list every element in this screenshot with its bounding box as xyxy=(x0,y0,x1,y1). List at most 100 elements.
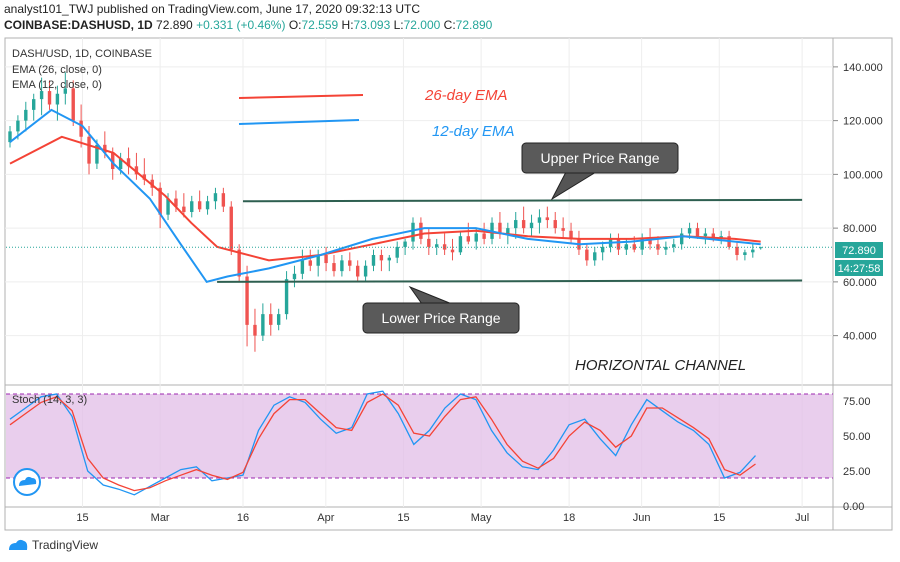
axes: 140.000 120.000 100.000 80.000 60.000 40.000 1… xyxy=(76,62,882,524)
candle-body xyxy=(348,260,352,266)
candle-body xyxy=(71,88,75,121)
legend-ema12: EMA (12, close, 0) xyxy=(12,79,102,91)
ema26-annotation: 26-day EMA xyxy=(424,87,508,104)
ema12-legend-line xyxy=(238,119,360,125)
ohlc-o-label: O: xyxy=(288,18,302,32)
tradingview-badge[interactable] xyxy=(13,468,41,496)
publish-info: analyst101_TWJ published on TradingView.… xyxy=(4,2,421,16)
candle-body xyxy=(474,233,478,242)
ema-lines xyxy=(9,108,761,284)
tradingview-logo-icon xyxy=(9,539,28,550)
candle-body xyxy=(182,206,186,212)
candle-body xyxy=(450,249,455,253)
last-price-marker-text: 72.890 xyxy=(842,245,876,257)
x-tick-label: May xyxy=(471,512,492,524)
candle-body xyxy=(308,260,312,266)
x-tick-label: 15 xyxy=(397,512,409,524)
candle-body xyxy=(205,201,210,210)
lower-range-callout: Lower Price Range xyxy=(362,285,520,334)
candle-body xyxy=(537,217,542,223)
candle-body xyxy=(545,217,550,221)
candle-body xyxy=(419,222,423,239)
candle-body xyxy=(679,233,684,245)
candle-body xyxy=(55,93,60,105)
candle-body xyxy=(39,91,44,100)
candle-body xyxy=(514,220,518,229)
candle-body xyxy=(332,263,336,272)
stoch-pane: 75.00 50.00 25.00 0.00 xyxy=(6,390,871,513)
candle-body xyxy=(687,228,692,234)
last-price-marker xyxy=(835,242,883,258)
upper-range-label: Upper Price Range xyxy=(540,150,659,166)
ema12-line xyxy=(9,108,761,284)
footer-brand-text: TradingView xyxy=(32,538,99,552)
candle-body xyxy=(758,247,763,249)
candle-body xyxy=(585,249,589,261)
x-tick-label: 15 xyxy=(713,512,725,524)
candle-body xyxy=(569,230,573,239)
candle-body xyxy=(506,228,510,234)
price-change: +0.331 (+0.46%) xyxy=(196,18,286,32)
candle-body xyxy=(237,249,241,277)
candle-body xyxy=(466,236,471,242)
candle-body xyxy=(16,120,20,132)
stoch-y-tick-label: 50.00 xyxy=(843,431,871,443)
candle-body xyxy=(340,260,344,272)
candle-body xyxy=(648,238,652,245)
candle-body xyxy=(111,152,115,169)
stoch-band xyxy=(6,394,833,478)
candle-body xyxy=(521,220,526,229)
y-tick-label: 120.000 xyxy=(843,116,883,128)
candle-body xyxy=(379,255,384,261)
candle-body xyxy=(229,206,233,250)
candle-body xyxy=(735,246,739,255)
candle-body xyxy=(63,88,68,94)
candle-body xyxy=(190,201,194,212)
candle-body xyxy=(640,238,644,250)
ohlc-l: 72.000 xyxy=(403,18,441,32)
candle-body xyxy=(695,228,700,237)
ohlc-c: 72.890 xyxy=(455,18,493,32)
candle-body xyxy=(435,244,439,247)
candle-body xyxy=(561,228,565,231)
y-tick-label: 100.000 xyxy=(843,169,883,181)
ohlc-o: 72.559 xyxy=(301,18,339,32)
candle-body xyxy=(355,265,360,277)
candle-body xyxy=(300,260,305,274)
candle-body xyxy=(632,244,636,250)
y-tick-label: 80.000 xyxy=(843,223,877,235)
candle-body xyxy=(261,314,265,336)
candle-body xyxy=(427,238,431,247)
candle-body xyxy=(87,136,91,164)
x-tick-label: 16 xyxy=(237,512,249,524)
candle-body xyxy=(371,255,376,266)
y-tick-label: 40.000 xyxy=(843,331,877,343)
candle-body xyxy=(751,249,755,253)
last-price: 72.890 xyxy=(156,18,193,32)
candle-body xyxy=(79,120,83,137)
candle-body xyxy=(482,233,486,239)
candle-body xyxy=(529,222,534,229)
x-tick-label: Apr xyxy=(317,512,334,524)
ohlc-h: 73.093 xyxy=(353,18,391,32)
footer-brand[interactable]: TradingView xyxy=(8,538,98,552)
candle-body xyxy=(672,244,676,247)
stoch-y-tick-label: 25.00 xyxy=(843,466,871,478)
horizontal-channel-label: HORIZONTAL CHANNEL xyxy=(575,357,746,374)
lower-range-label: Lower Price Range xyxy=(381,310,500,326)
symbol-ohlc-line: COINBASE:DASHUSD, 1D 72.890 +0.331 (+0.4… xyxy=(4,18,492,32)
legend-ema26: EMA (26, close, 0) xyxy=(12,64,102,76)
countdown-marker xyxy=(835,260,883,276)
legend-symbol: DASH/USD, 1D, COINBASE xyxy=(12,48,152,60)
candle-body xyxy=(711,233,715,239)
channel-lines xyxy=(6,198,833,283)
candle-body xyxy=(174,198,178,207)
candle-body xyxy=(403,241,407,247)
cloud-icon xyxy=(19,476,37,486)
stoch-y-tick-label: 0.00 xyxy=(843,501,864,513)
candle-body xyxy=(95,144,99,164)
x-tick-label: 18 xyxy=(563,512,575,524)
candle-body xyxy=(363,265,368,277)
candle-body xyxy=(395,246,399,258)
